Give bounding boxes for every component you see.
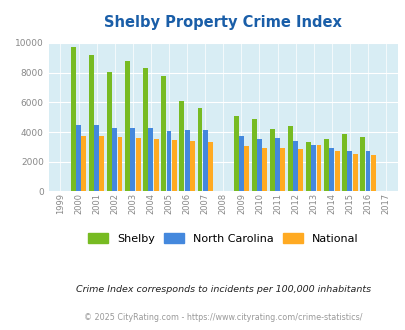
Bar — [166, 130, 171, 191]
Bar — [125, 61, 130, 191]
Bar — [171, 140, 176, 191]
Bar — [71, 47, 76, 191]
Bar — [179, 101, 184, 191]
Bar — [334, 151, 339, 191]
Bar — [190, 141, 194, 191]
Bar — [135, 138, 140, 191]
Bar — [161, 76, 166, 191]
Bar — [347, 150, 352, 191]
Bar — [298, 149, 303, 191]
Bar — [292, 141, 297, 191]
Bar — [117, 137, 122, 191]
Bar — [256, 139, 261, 191]
Legend: Shelby, North Carolina, National: Shelby, North Carolina, National — [88, 233, 357, 244]
Text: Crime Index corresponds to incidents per 100,000 inhabitants: Crime Index corresponds to incidents per… — [76, 285, 370, 294]
Bar — [262, 148, 266, 191]
Bar — [99, 137, 104, 191]
Bar — [153, 139, 158, 191]
Bar — [239, 136, 243, 191]
Bar — [251, 118, 256, 191]
Bar — [207, 143, 212, 191]
Bar — [370, 155, 375, 191]
Bar — [76, 124, 81, 191]
Bar — [280, 148, 285, 191]
Bar — [233, 116, 238, 191]
Bar — [328, 148, 333, 191]
Bar — [287, 126, 292, 191]
Bar — [364, 151, 369, 191]
Text: © 2025 CityRating.com - https://www.cityrating.com/crime-statistics/: © 2025 CityRating.com - https://www.city… — [84, 314, 362, 322]
Bar — [202, 130, 207, 191]
Bar — [323, 139, 328, 191]
Bar — [89, 55, 94, 191]
Bar — [94, 124, 99, 191]
Bar — [352, 153, 357, 191]
Bar — [143, 68, 148, 191]
Bar — [112, 127, 117, 191]
Bar — [197, 108, 202, 191]
Bar — [184, 130, 189, 191]
Text: Shelby Property Crime Index: Shelby Property Crime Index — [104, 15, 341, 30]
Bar — [148, 128, 153, 191]
Bar — [316, 145, 321, 191]
Bar — [275, 138, 279, 191]
Bar — [130, 127, 135, 191]
Bar — [269, 129, 274, 191]
Bar — [81, 137, 86, 191]
Bar — [107, 72, 112, 191]
Bar — [360, 137, 364, 191]
Bar — [311, 145, 315, 191]
Bar — [341, 134, 346, 191]
Bar — [305, 142, 310, 191]
Bar — [243, 146, 248, 191]
